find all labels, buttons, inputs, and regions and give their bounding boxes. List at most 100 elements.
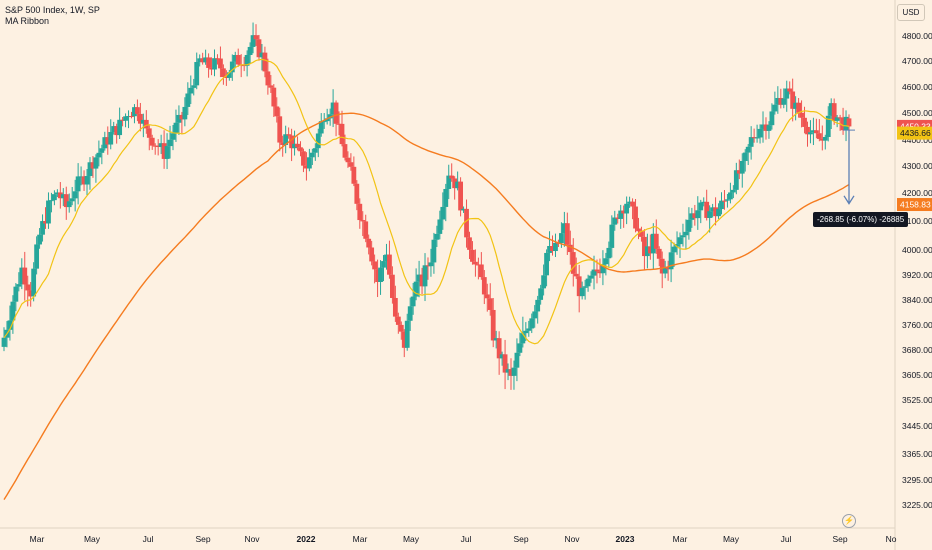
candle-body [75,176,81,192]
candle [357,198,363,229]
candle [43,207,48,229]
time-axis[interactable]: Mar May Jul Sep Nov 2022 Mar May Jul Sep Nov 2023 Ma… [30,534,897,544]
candle-body [348,162,354,167]
candle-body [206,57,211,68]
candle-body [440,206,446,220]
candle-body [653,233,659,249]
candle [707,205,713,233]
candle-body [25,284,31,291]
candle-body [778,97,784,105]
time-tick-label: May [723,534,740,544]
currency-button[interactable]: USD [897,4,925,21]
candle-body [22,267,28,285]
candle [677,232,683,258]
indicator-label[interactable]: MA Ribbon [5,16,50,26]
candle [312,143,318,161]
candle [132,104,137,124]
candle [621,205,627,228]
candle-body [644,246,650,257]
candle [34,236,40,275]
candle-body [662,267,668,274]
candle-body [825,115,831,137]
candle-body [668,252,674,270]
candle-body [722,200,727,202]
candle [381,255,386,282]
candle-body [52,194,57,201]
candle [301,148,306,173]
candle-body [728,192,733,200]
candle [102,131,108,151]
candle-body [176,114,182,123]
time-tick-label: Jul [781,534,792,544]
candle [665,260,671,281]
candle [209,57,214,76]
candle-body [229,61,235,73]
candle [223,70,229,86]
candle [90,156,96,178]
candle [152,143,158,155]
candle [295,136,300,151]
candle [449,163,455,182]
candle [529,313,535,334]
candle [748,126,754,160]
price-tick-label: 3840.00 [902,295,932,305]
candle-body [754,137,760,139]
candle [588,271,594,283]
candle-body [140,119,146,124]
candle [72,179,78,212]
candle [66,193,72,213]
candle-body [828,103,834,116]
candle [633,199,638,233]
candle [473,249,478,277]
candle [828,98,834,130]
candle-body [378,267,383,282]
candle-body [167,139,173,147]
candle [603,252,609,276]
candle-body [295,143,300,148]
candle-body [550,246,555,252]
candle-body [808,132,813,135]
candle-body [473,261,478,265]
candle-body [671,246,677,253]
candle [146,125,152,151]
candle [745,144,751,166]
candle [419,267,425,295]
candle [108,119,114,150]
price-tag-label: 4450.33 [900,121,931,131]
candle [615,213,621,224]
candle [452,176,458,200]
time-tick-label: 2023 [616,534,635,544]
candle-body [419,274,425,287]
candle [75,163,81,205]
candle-body [434,233,440,240]
time-tick-label: May [84,534,101,544]
candle-body [179,114,185,120]
candle-body [283,134,289,146]
candle [140,113,146,138]
candle-body [766,125,772,131]
symbol-title[interactable]: S&P 500 Index, 1W, SP [5,5,100,15]
candle-body [588,275,594,279]
candle-body [212,58,217,70]
candle-body [223,77,229,79]
candle [292,130,297,156]
candle-body [535,299,541,312]
candle-body [315,133,321,149]
lightning-icon[interactable]: ⚡ [842,514,856,528]
candle [333,100,339,137]
candle [123,113,128,128]
candle [775,86,781,114]
candle-body [751,137,757,139]
candle-body [306,157,312,169]
price-tick-label: 3525.00 [902,395,932,405]
candle [413,268,419,301]
measure-arrow[interactable] [843,129,855,205]
candle-body [481,277,487,295]
candle-body [395,316,401,325]
price-tick-label: 4500.00 [902,108,932,118]
candle [644,233,650,269]
price-axis[interactable]: 4800.00 4700.00 4600.00 4500.00 4400.00 4300.… [902,31,932,510]
candle [541,264,547,296]
